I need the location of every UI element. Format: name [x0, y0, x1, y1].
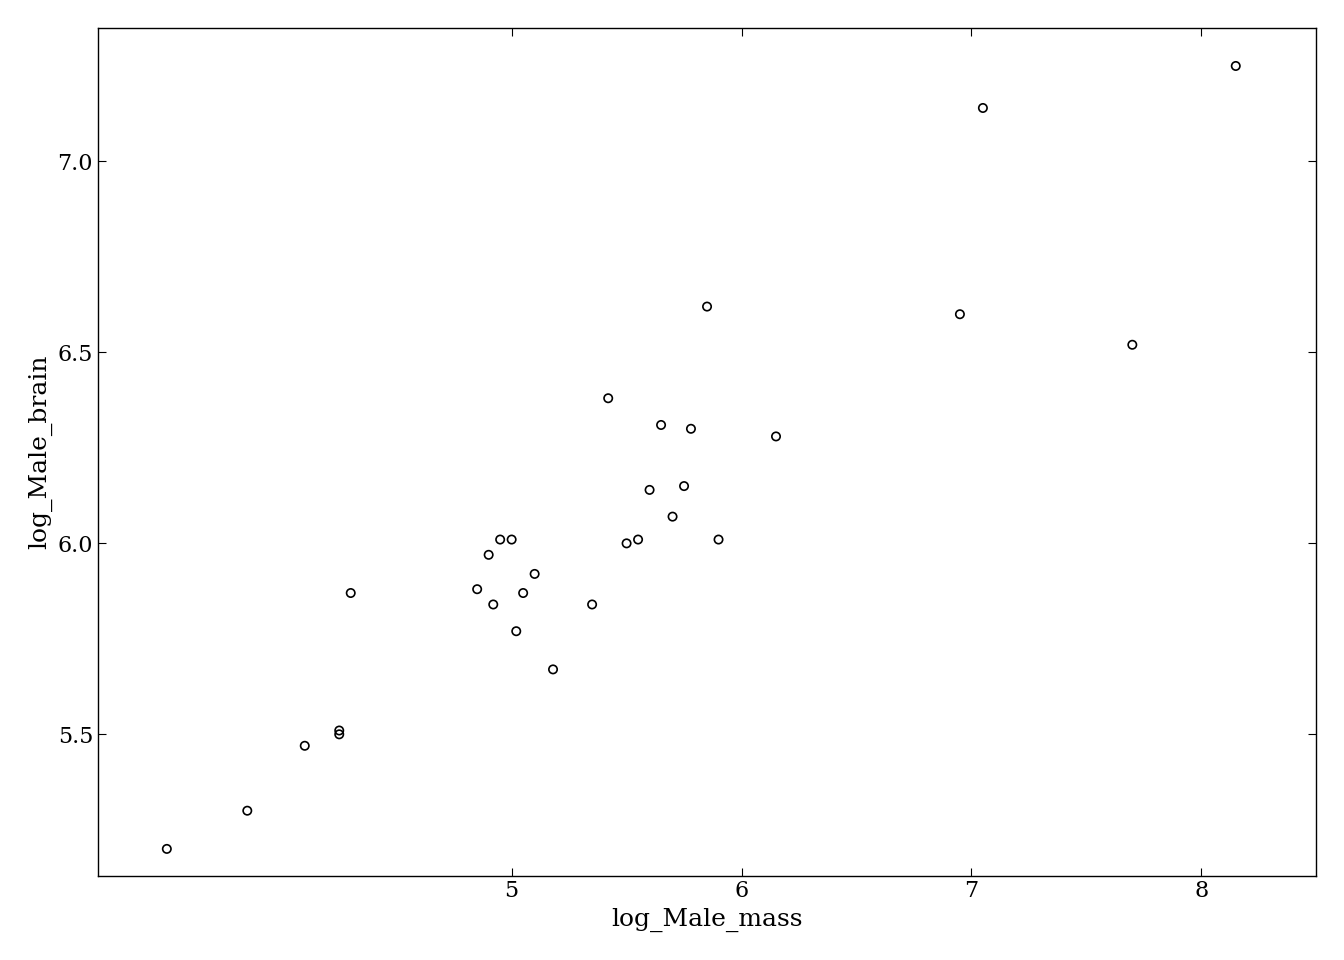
- Y-axis label: log_Male_brain: log_Male_brain: [28, 354, 52, 549]
- X-axis label: log_Male_mass: log_Male_mass: [612, 908, 802, 932]
- Point: [628, 532, 649, 547]
- Point: [1224, 59, 1246, 74]
- Point: [489, 532, 511, 547]
- Point: [696, 299, 718, 314]
- Point: [680, 421, 702, 437]
- Point: [340, 586, 362, 601]
- Point: [582, 597, 603, 612]
- Point: [650, 418, 672, 433]
- Point: [524, 566, 546, 582]
- Point: [765, 429, 786, 444]
- Point: [708, 532, 730, 547]
- Point: [638, 482, 660, 497]
- Point: [328, 727, 349, 742]
- Point: [466, 582, 488, 597]
- Point: [512, 586, 534, 601]
- Point: [482, 597, 504, 612]
- Point: [237, 803, 258, 818]
- Point: [501, 532, 523, 547]
- Point: [294, 738, 316, 754]
- Point: [1121, 337, 1142, 352]
- Point: [972, 100, 993, 115]
- Point: [598, 391, 620, 406]
- Point: [616, 536, 637, 551]
- Point: [156, 841, 177, 856]
- Point: [328, 723, 349, 738]
- Point: [505, 624, 527, 639]
- Point: [661, 509, 683, 524]
- Point: [673, 478, 695, 493]
- Point: [542, 661, 563, 677]
- Point: [478, 547, 500, 563]
- Point: [949, 306, 970, 322]
